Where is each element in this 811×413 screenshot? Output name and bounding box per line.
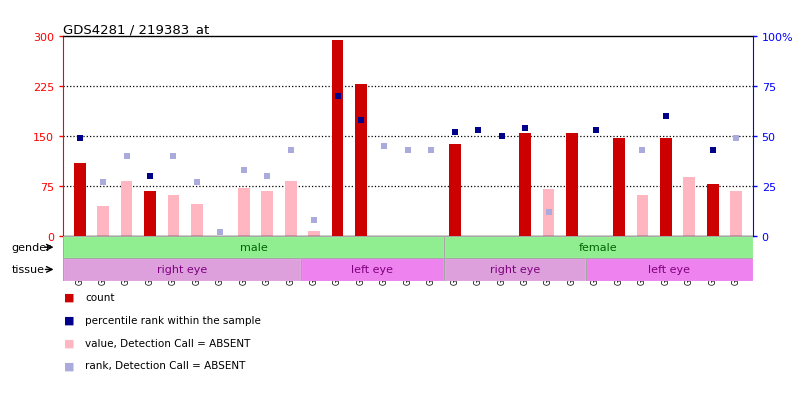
- Bar: [449, 145, 461, 237]
- Bar: [444, 237, 753, 259]
- Bar: [144, 191, 156, 237]
- Bar: [301, 259, 444, 281]
- Text: percentile rank within the sample: percentile rank within the sample: [85, 315, 261, 325]
- Bar: [332, 40, 343, 237]
- Bar: [355, 85, 367, 237]
- Bar: [63, 259, 301, 281]
- Bar: [168, 195, 179, 237]
- Bar: [613, 138, 624, 237]
- Bar: [63, 259, 301, 281]
- Bar: [285, 182, 297, 237]
- Bar: [613, 190, 624, 237]
- Text: right eye: right eye: [157, 265, 208, 275]
- Bar: [121, 182, 132, 237]
- Bar: [543, 190, 555, 237]
- Bar: [74, 164, 85, 237]
- Bar: [566, 164, 578, 237]
- Text: ■: ■: [64, 361, 74, 370]
- Bar: [444, 237, 753, 259]
- Text: female: female: [579, 242, 617, 253]
- Text: ■: ■: [64, 315, 74, 325]
- Text: value, Detection Call = ABSENT: value, Detection Call = ABSENT: [85, 338, 251, 348]
- Text: ■: ■: [64, 292, 74, 302]
- Bar: [637, 195, 648, 237]
- Bar: [261, 191, 273, 237]
- Text: gender: gender: [11, 242, 51, 253]
- Bar: [586, 259, 753, 281]
- Bar: [444, 259, 586, 281]
- Bar: [444, 259, 586, 281]
- Bar: [684, 178, 695, 237]
- Bar: [308, 231, 320, 237]
- Bar: [63, 237, 444, 259]
- Bar: [660, 138, 672, 237]
- Bar: [97, 206, 109, 237]
- Text: left eye: left eye: [649, 265, 690, 275]
- Text: left eye: left eye: [351, 265, 393, 275]
- Text: tissue: tissue: [11, 265, 45, 275]
- Bar: [191, 204, 203, 237]
- Text: male: male: [239, 242, 268, 253]
- Text: right eye: right eye: [490, 265, 540, 275]
- Bar: [586, 259, 753, 281]
- Bar: [238, 189, 250, 237]
- Bar: [519, 133, 531, 237]
- Bar: [731, 191, 742, 237]
- Text: GDS4281 / 219383_at: GDS4281 / 219383_at: [63, 23, 209, 36]
- Bar: [707, 185, 719, 237]
- Text: ■: ■: [64, 338, 74, 348]
- Bar: [301, 259, 444, 281]
- Bar: [566, 133, 578, 237]
- Text: count: count: [85, 292, 114, 302]
- Bar: [63, 237, 444, 259]
- Text: rank, Detection Call = ABSENT: rank, Detection Call = ABSENT: [85, 361, 246, 370]
